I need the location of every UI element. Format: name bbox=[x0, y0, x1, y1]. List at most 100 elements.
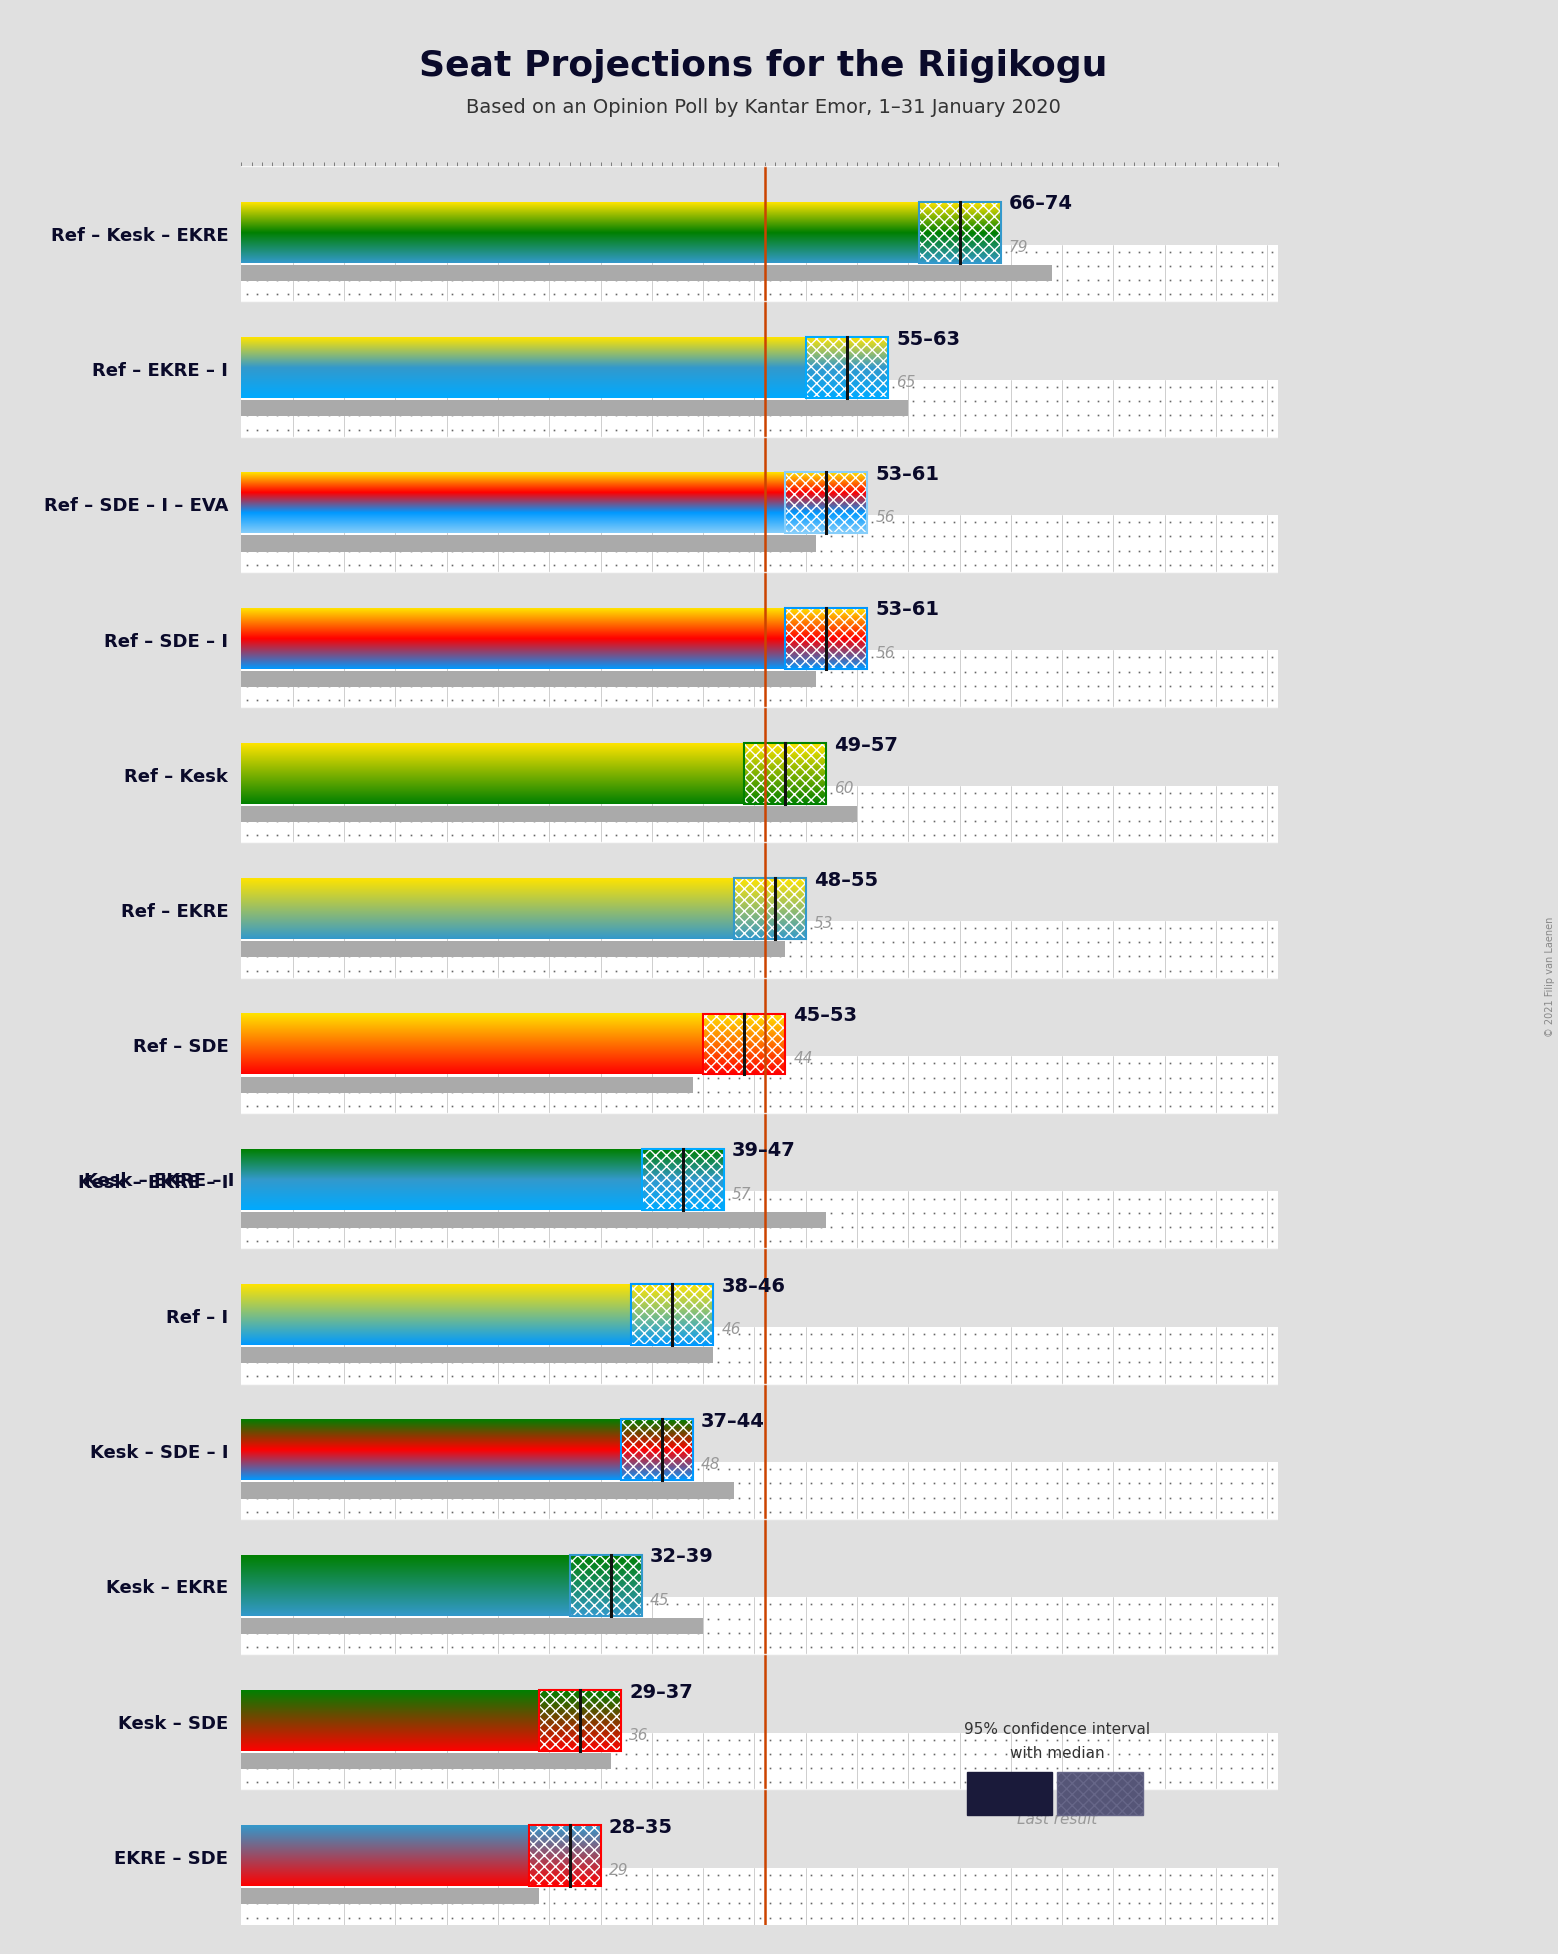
Bar bbox=[642, 1168, 723, 1190]
Text: 49–57: 49–57 bbox=[835, 735, 899, 754]
Text: 45: 45 bbox=[650, 1593, 670, 1608]
Bar bbox=[241, 1383, 1278, 1518]
Text: 46: 46 bbox=[721, 1323, 742, 1337]
Bar bbox=[805, 377, 888, 399]
Bar bbox=[241, 670, 816, 688]
Bar bbox=[241, 842, 1278, 977]
Bar bbox=[570, 1555, 642, 1616]
Bar bbox=[919, 201, 1000, 262]
Bar bbox=[241, 301, 1278, 436]
Bar bbox=[745, 774, 826, 803]
Bar bbox=[241, 1211, 826, 1227]
Bar bbox=[241, 1249, 1278, 1383]
Bar bbox=[785, 627, 868, 649]
Bar bbox=[241, 786, 1278, 842]
Bar bbox=[642, 1149, 723, 1168]
Bar bbox=[528, 1856, 600, 1886]
Bar bbox=[622, 1460, 693, 1481]
Bar bbox=[241, 1790, 1278, 1925]
Bar bbox=[241, 1518, 1278, 1655]
Bar bbox=[785, 649, 868, 668]
Bar bbox=[241, 942, 785, 957]
Bar bbox=[528, 1825, 600, 1886]
Bar bbox=[642, 1190, 723, 1210]
Text: 29: 29 bbox=[609, 1862, 628, 1878]
Bar bbox=[241, 977, 1278, 1114]
Bar bbox=[570, 1585, 642, 1616]
Bar bbox=[241, 920, 1278, 977]
Text: 38–46: 38–46 bbox=[721, 1276, 785, 1296]
Bar bbox=[785, 518, 868, 533]
Bar bbox=[703, 1014, 785, 1043]
Text: 60: 60 bbox=[835, 782, 854, 795]
Bar bbox=[703, 1043, 785, 1075]
Text: 32–39: 32–39 bbox=[650, 1548, 714, 1567]
Text: 57: 57 bbox=[732, 1186, 751, 1202]
Bar bbox=[734, 877, 805, 940]
Text: Last result: Last result bbox=[1017, 1811, 1097, 1827]
Bar bbox=[631, 1284, 714, 1344]
Bar bbox=[241, 1618, 703, 1634]
Bar bbox=[241, 805, 857, 823]
Bar bbox=[703, 1014, 785, 1075]
Bar bbox=[622, 1419, 693, 1440]
Bar bbox=[241, 1596, 1278, 1655]
Bar bbox=[631, 1315, 714, 1344]
Bar bbox=[528, 1825, 600, 1856]
Text: 66–74: 66–74 bbox=[1008, 195, 1073, 213]
Bar bbox=[241, 1077, 693, 1092]
Text: 56: 56 bbox=[876, 510, 894, 526]
Text: 44: 44 bbox=[793, 1051, 813, 1067]
Bar bbox=[539, 1720, 622, 1751]
Bar bbox=[241, 1346, 714, 1364]
Text: 53–61: 53–61 bbox=[876, 465, 939, 485]
Bar bbox=[622, 1419, 693, 1481]
Bar bbox=[785, 488, 868, 502]
Bar bbox=[642, 1149, 723, 1210]
Bar bbox=[919, 242, 1000, 262]
Bar bbox=[745, 743, 826, 803]
Bar bbox=[785, 473, 868, 488]
Bar bbox=[241, 1655, 1278, 1790]
Bar bbox=[241, 1114, 1278, 1249]
Bar bbox=[539, 1690, 622, 1751]
Text: 39–47: 39–47 bbox=[732, 1141, 796, 1161]
Bar bbox=[785, 473, 868, 533]
Text: with median: with median bbox=[1010, 1745, 1105, 1761]
Bar bbox=[241, 1733, 1278, 1790]
Text: 37–44: 37–44 bbox=[701, 1413, 765, 1430]
Bar bbox=[785, 608, 868, 668]
Text: 53–61: 53–61 bbox=[876, 600, 939, 619]
Text: 56: 56 bbox=[876, 645, 894, 660]
Text: 28–35: 28–35 bbox=[609, 1817, 673, 1837]
Bar bbox=[785, 608, 868, 627]
Bar bbox=[805, 338, 888, 399]
Text: 36: 36 bbox=[629, 1727, 648, 1743]
Bar bbox=[631, 1284, 714, 1315]
Bar bbox=[241, 1327, 1278, 1383]
Text: Based on an Opinion Poll by Kantar Emor, 1–31 January 2020: Based on an Opinion Poll by Kantar Emor,… bbox=[466, 98, 1061, 117]
Text: © 2021 Filip van Laenen: © 2021 Filip van Laenen bbox=[1546, 916, 1555, 1038]
Bar bbox=[241, 1753, 611, 1768]
Text: 95% confidence interval: 95% confidence interval bbox=[964, 1721, 1150, 1737]
Bar bbox=[745, 743, 826, 774]
Bar bbox=[241, 707, 1278, 842]
Text: 65: 65 bbox=[896, 375, 916, 391]
Bar bbox=[241, 516, 1278, 573]
Text: 79: 79 bbox=[1008, 240, 1028, 254]
Bar bbox=[241, 166, 1278, 301]
Bar bbox=[241, 1462, 1278, 1518]
Text: 55–63: 55–63 bbox=[896, 330, 960, 348]
Bar bbox=[805, 338, 888, 358]
Bar bbox=[734, 877, 805, 909]
Bar bbox=[241, 379, 1278, 436]
Bar bbox=[241, 1192, 1278, 1249]
Bar bbox=[919, 201, 1000, 223]
Bar bbox=[734, 909, 805, 940]
Text: 48: 48 bbox=[701, 1458, 720, 1471]
Bar bbox=[241, 1057, 1278, 1114]
Bar bbox=[539, 1690, 622, 1720]
Bar bbox=[241, 401, 908, 416]
Bar bbox=[919, 223, 1000, 242]
Bar bbox=[805, 358, 888, 377]
